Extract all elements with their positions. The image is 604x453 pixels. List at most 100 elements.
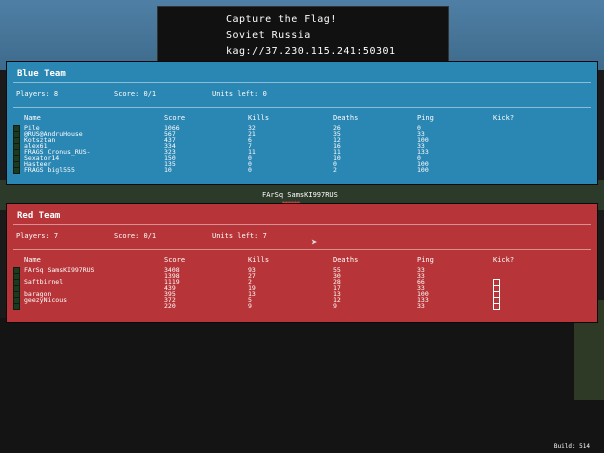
- red-score: Score: 0/1: [114, 232, 157, 240]
- player-ping: 133: [417, 296, 429, 304]
- class-icon: [13, 303, 20, 310]
- player-ping: 100: [417, 290, 429, 298]
- player-ping: 66: [417, 278, 425, 286]
- column-header-kills: Kills: [248, 114, 270, 122]
- player-score: 323: [164, 148, 176, 156]
- player-score: 135: [164, 160, 176, 168]
- column-header-kills: Kills: [248, 256, 270, 264]
- player-deaths: 26: [333, 124, 341, 132]
- game-mode: Capture the Flag!: [226, 14, 337, 25]
- server-name: Soviet Russia: [226, 30, 311, 41]
- player-kills: 9: [248, 302, 252, 310]
- player-ping: 33: [417, 302, 425, 310]
- player-deaths: 30: [333, 272, 341, 280]
- player-score: 3408: [164, 266, 180, 274]
- player-score: 372: [164, 296, 176, 304]
- player-kills: 21: [248, 130, 256, 138]
- player-name: FRAGS bigl555: [24, 166, 75, 174]
- column-header-name: Name: [24, 114, 41, 122]
- player-nametag: FArSq SamsKI997RUS: [262, 191, 338, 199]
- player-deaths: 2: [333, 166, 337, 174]
- blue-team-title: Blue Team: [17, 69, 66, 79]
- red-players-count: Players: 7: [16, 232, 59, 240]
- mouse-cursor-icon: ➤: [311, 236, 318, 249]
- player-score: 150: [164, 154, 176, 162]
- player-kills: 0: [248, 154, 252, 162]
- red-units-left: Units left: 7: [212, 232, 267, 240]
- player-deaths: 9: [333, 302, 337, 310]
- divider: [13, 82, 591, 83]
- player-deaths: 12: [333, 136, 341, 144]
- player-deaths: 35: [333, 130, 341, 138]
- player-ping: 33: [417, 272, 425, 280]
- player-score: 1066: [164, 124, 180, 132]
- blue-player-list: Pile 1066 32 26 0 @RUS@AndruHouse 567 21 35 33 Kot…: [7, 124, 597, 174]
- player-ping: 0: [417, 124, 421, 132]
- player-ping: 133: [417, 148, 429, 156]
- column-header-ping: Ping: [417, 114, 434, 122]
- player-kills: 11: [248, 148, 256, 156]
- blue-units-left: Units left: 0: [212, 90, 267, 98]
- divider: [13, 107, 591, 108]
- red-team-panel: Red Team Players: 7 Score: 0/1 Units lef…: [6, 203, 598, 323]
- player-deaths: 10: [333, 154, 341, 162]
- red-team-title: Red Team: [17, 211, 61, 221]
- player-kills: 32: [248, 124, 256, 132]
- player-row: FRAGS bigl555 10 0 2 100: [7, 166, 597, 174]
- player-kills: 2: [248, 278, 252, 286]
- player-name: Sexator14: [24, 154, 60, 162]
- column-header-score: Score: [164, 114, 186, 122]
- player-score: 334: [164, 142, 176, 150]
- player-kills: 6: [248, 136, 252, 144]
- divider: [13, 224, 591, 225]
- player-ping: 33: [417, 284, 425, 292]
- player-score: 220: [164, 302, 176, 310]
- server-info-panel: Capture the Flag! Soviet Russia kag://37…: [157, 6, 449, 63]
- column-header-kick: Kick?: [493, 256, 515, 264]
- player-deaths: 55: [333, 266, 341, 274]
- column-header-deaths: Deaths: [333, 256, 359, 264]
- blue-score: Score: 0/1: [114, 90, 157, 98]
- class-icon: [13, 167, 20, 174]
- player-ping: 0: [417, 154, 421, 162]
- player-ping: 33: [417, 266, 425, 274]
- player-name: geezyNicous: [24, 296, 68, 304]
- player-score: 567: [164, 130, 176, 138]
- player-name: alex61: [24, 142, 48, 150]
- player-kills: 0: [248, 160, 252, 168]
- player-deaths: 11: [333, 148, 341, 156]
- player-score: 10: [164, 166, 172, 174]
- player-ping: 100: [417, 136, 429, 144]
- player-name: Hasteer: [24, 160, 52, 168]
- player-score: 395: [164, 290, 176, 298]
- player-deaths: 17: [333, 284, 341, 292]
- player-score: 439: [164, 284, 176, 292]
- divider: [13, 249, 591, 250]
- column-header-ping: Ping: [417, 256, 434, 264]
- player-name: Kotsztan: [24, 136, 56, 144]
- player-deaths: 16: [333, 142, 341, 150]
- player-kills: 19: [248, 284, 256, 292]
- blue-players-count: Players: 8: [16, 90, 59, 98]
- player-deaths: 12: [333, 296, 341, 304]
- player-deaths: 13: [333, 290, 341, 298]
- player-name: baragon: [24, 290, 52, 298]
- blue-team-panel: Blue Team Players: 8 Score: 0/1 Units le…: [6, 61, 598, 185]
- kick-checkbox[interactable]: [493, 303, 500, 310]
- player-score: 1398: [164, 272, 180, 280]
- player-name: FRAGS Cronus_RUS-: [24, 148, 91, 156]
- player-name: FArSq SamsKI997RUS: [24, 266, 95, 274]
- player-kills: 5: [248, 296, 252, 304]
- player-ping: 100: [417, 166, 429, 174]
- player-deaths: 28: [333, 278, 341, 286]
- player-kills: 93: [248, 266, 256, 274]
- server-address: kag://37.230.115.241:50301: [226, 46, 396, 57]
- player-row: 220 9 9 33: [7, 302, 597, 310]
- column-header-deaths: Deaths: [333, 114, 359, 122]
- column-header-kick: Kick?: [493, 114, 515, 122]
- player-deaths: 0: [333, 160, 337, 168]
- build-version: Build: 514: [553, 443, 590, 450]
- player-kills: 13: [248, 290, 256, 298]
- player-kills: 27: [248, 272, 256, 280]
- player-kills: 7: [248, 142, 252, 150]
